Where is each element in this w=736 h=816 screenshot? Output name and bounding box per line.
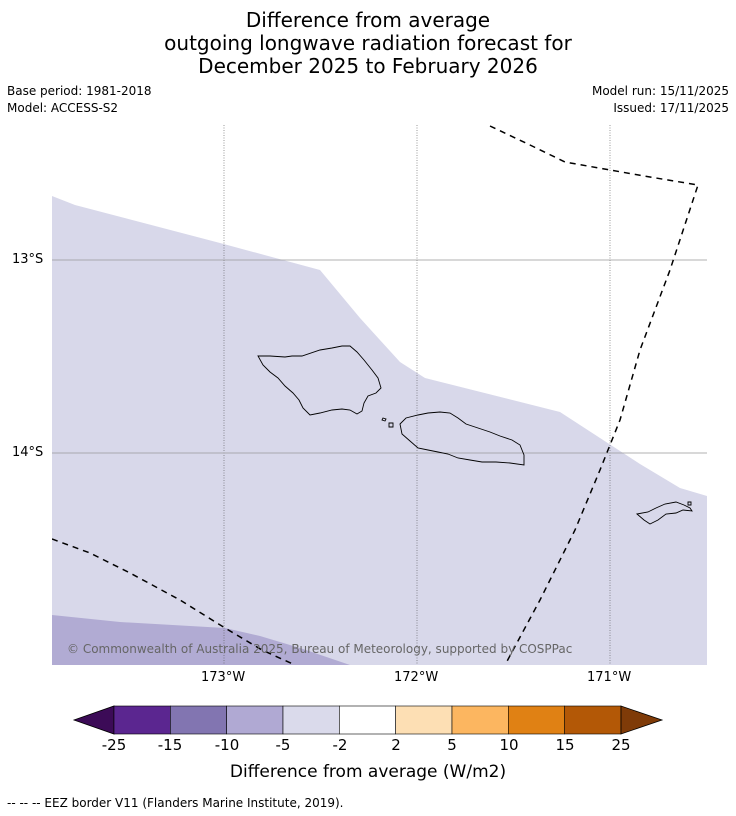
tutuila-island xyxy=(635,501,693,525)
manono-islet xyxy=(381,417,387,422)
colorbar xyxy=(72,705,664,735)
aunuu-islet xyxy=(687,501,692,506)
lat-label-14s: 14°S xyxy=(12,445,44,460)
title-line-1: Difference from average xyxy=(245,8,491,32)
colorbar-segment xyxy=(339,705,396,735)
colorbar-tick: -2 xyxy=(332,736,348,754)
apolima-islet xyxy=(388,422,394,428)
colorbar-segment xyxy=(395,705,453,735)
base-period: Base period: 1981-2018 xyxy=(7,84,152,98)
colorbar-tick: 2 xyxy=(391,736,401,754)
colorbar-segment xyxy=(226,705,284,735)
colorbar-tick: -25 xyxy=(101,736,127,754)
model-run: Model run: 15/11/2025 xyxy=(591,84,729,98)
colorbar-segment xyxy=(170,705,227,735)
colorbar-segment xyxy=(113,705,171,735)
eez-border-upper xyxy=(489,125,699,665)
colorbar-tick: -5 xyxy=(275,736,291,754)
lon-label-171w: 171°W xyxy=(587,670,632,685)
colorbar-tick: 25 xyxy=(611,736,631,754)
colorbar-segment xyxy=(564,705,622,735)
model-name: Model: ACCESS-S2 xyxy=(7,101,119,115)
upolu-island xyxy=(399,411,525,466)
title-line-3: December 2025 to February 2026 xyxy=(198,54,538,78)
colorbar-tick: 15 xyxy=(555,736,575,754)
colorbar-extend-low xyxy=(72,705,115,735)
eez-footnote: -- -- -- EEZ border V11 (Flanders Marine… xyxy=(7,796,344,810)
title-line-2: outgoing longwave radiation forecast for xyxy=(164,31,572,55)
colorbar-tick: -15 xyxy=(157,736,183,754)
colorbar-segment xyxy=(508,705,565,735)
anomaly-region-minus5 xyxy=(52,196,707,665)
colorbar-segment xyxy=(451,705,509,735)
issued-date: Issued: 17/11/2025 xyxy=(613,101,729,115)
colorbar-tick: 5 xyxy=(447,736,457,754)
map-copyright: © Commonwealth of Australia 2025, Bureau… xyxy=(67,642,572,656)
map: © Commonwealth of Australia 2025, Bureau… xyxy=(52,125,707,665)
colorbar-extend-high xyxy=(620,705,664,735)
savaii-island xyxy=(257,345,382,416)
lon-label-172w: 172°W xyxy=(394,670,439,685)
lat-label-13s: 13°S xyxy=(12,252,44,267)
colorbar-tick: -10 xyxy=(214,736,240,754)
colorbar-title: Difference from average (W/m2) xyxy=(229,762,507,782)
anomaly-region-minus10 xyxy=(52,615,350,665)
colorbar-tick: 10 xyxy=(499,736,519,754)
colorbar-segment xyxy=(282,705,340,735)
lon-label-173w: 173°W xyxy=(201,670,246,685)
